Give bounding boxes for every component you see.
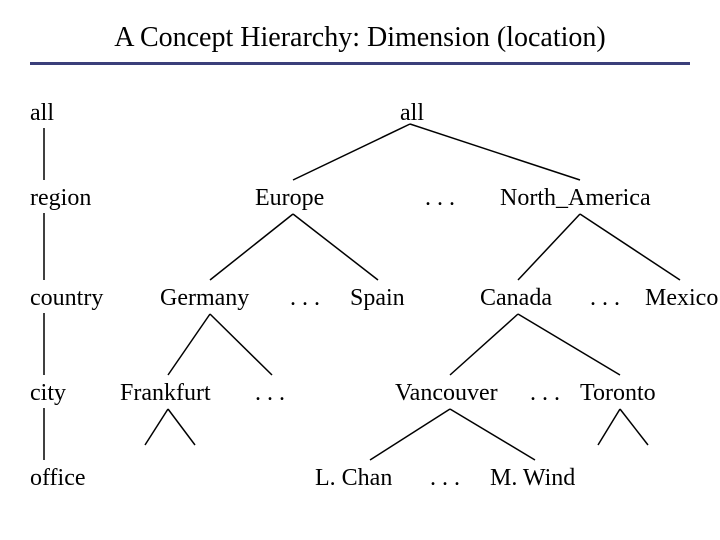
tree-edges (0, 0, 720, 540)
